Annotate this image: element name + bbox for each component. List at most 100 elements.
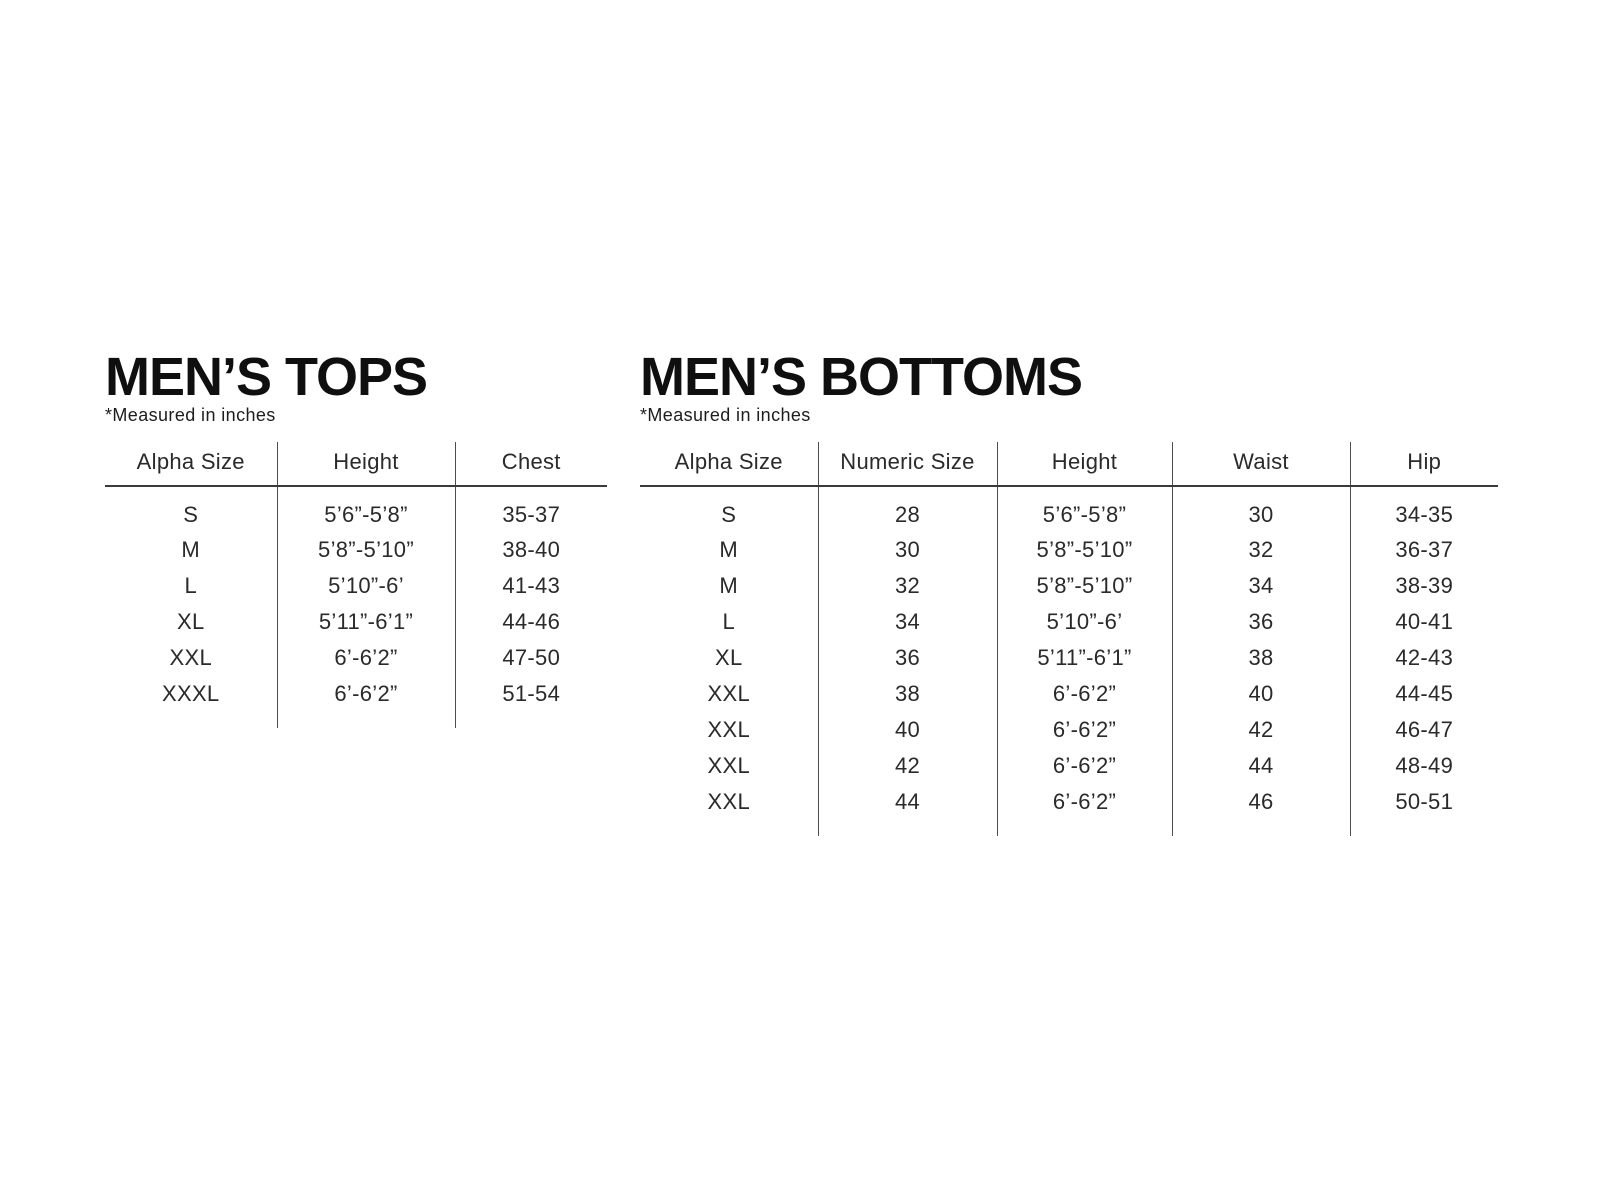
tops-table-cell: 41-43 — [454, 568, 607, 604]
bottoms-table-row: XXL 42 6’-6’2” 44 48-49 — [640, 748, 1498, 784]
tops-table-row: S 5’6”-5’8” 35-37 — [105, 486, 607, 532]
bottoms-table-cell: 40 — [817, 712, 997, 748]
bottoms-table-cell: M — [719, 573, 739, 598]
bottoms-table-cell: 32 — [1171, 532, 1350, 568]
tops-table-row: XL 5’11”-6’1” 44-46 — [105, 604, 607, 640]
tops-table-row: XXL 6’-6’2” 47-50 — [105, 640, 607, 676]
bottoms-table-cell: 48-49 — [1349, 748, 1498, 784]
bottoms-table-cell: 34 — [1171, 568, 1350, 604]
mens-tops-table: Alpha Size Height Chest S 5’6”-5’8” 35-37 M 5’… — [105, 442, 607, 728]
bottoms-table-cell: 36-37 — [1349, 532, 1498, 568]
bottoms-table-cell: 30 — [1171, 486, 1350, 532]
bottoms-table-cell: 34 — [817, 604, 997, 640]
bottoms-table-cell: 44-45 — [1349, 676, 1498, 712]
bottoms-table-cell: 5’8”-5’10” — [996, 532, 1172, 568]
mens-tops-title: MEN’S TOPS — [105, 347, 428, 407]
bottoms-table-cell: L — [722, 609, 736, 634]
bottoms-table-row: L 34 5’10”-6’ 36 40-41 — [640, 604, 1498, 640]
tops-table-cell: 51-54 — [454, 676, 607, 712]
tops-table-cell: S — [183, 501, 199, 527]
bottoms-table-cell: 5’8”-5’10” — [996, 568, 1172, 604]
bottoms-table-cell: 44 — [817, 784, 997, 820]
mens-bottoms-panel: MEN’S BOTTOMS *Measured in inches Alpha … — [640, 347, 1498, 836]
bottoms-table-cell: M — [719, 537, 739, 562]
tops-table-cell: L — [184, 573, 198, 598]
tops-table-cell: 5’10”-6’ — [276, 568, 455, 604]
tops-table-row: M 5’8”-5’10” 38-40 — [105, 532, 607, 568]
tops-table-cell: 6’-6’2” — [276, 640, 455, 676]
bottoms-table-cell: 36 — [1171, 604, 1350, 640]
bottoms-spacer-cell — [1349, 820, 1498, 836]
tops-table-cell: 44-46 — [454, 604, 607, 640]
bottoms-spacer-cell — [817, 820, 997, 836]
tops-spacer-cell — [454, 712, 607, 728]
tops-table-cell: 35-37 — [454, 486, 607, 532]
bottoms-table-cell: 44 — [1171, 748, 1350, 784]
bottoms-table-cell: 5’6”-5’8” — [996, 486, 1172, 532]
mens-tops-header-row: Alpha Size Height Chest — [105, 442, 607, 487]
bottoms-table-cell: XXL — [707, 717, 750, 742]
bottoms-table-row: XXL 44 6’-6’2” 46 50-51 — [640, 784, 1498, 820]
bottoms-column-header: Height — [996, 442, 1172, 487]
tops-table-row: L 5’10”-6’ 41-43 — [105, 568, 607, 604]
bottoms-table-row: M 32 5’8”-5’10” 34 38-39 — [640, 568, 1498, 604]
bottoms-table-cell: 5’10”-6’ — [996, 604, 1172, 640]
tops-spacer-cell — [276, 712, 455, 728]
mens-bottoms-table: Alpha Size Numeric Size Height Waist Hip S 28… — [640, 442, 1498, 836]
bottoms-spacer-cell — [640, 820, 818, 836]
tops-table-cell: M — [181, 537, 201, 562]
tops-column-header: Chest — [454, 442, 607, 487]
bottoms-table-row: XXL 40 6’-6’2” 42 46-47 — [640, 712, 1498, 748]
tops-table-cell: 6’-6’2” — [276, 676, 455, 712]
bottoms-column-header: Numeric Size — [817, 442, 997, 487]
mens-bottoms-note: *Measured in inches — [640, 405, 811, 425]
bottoms-table-cell: 38 — [1171, 640, 1350, 676]
bottoms-table-row: M 30 5’8”-5’10” 32 36-37 — [640, 532, 1498, 568]
bottoms-table-cell: 32 — [817, 568, 997, 604]
bottoms-spacer-row — [640, 820, 1498, 836]
mens-bottoms-body: S 28 5’6”-5’8” 30 34-35 M 30 5’8”-5’10” 32 36-37 M… — [640, 486, 1498, 836]
bottoms-spacer-cell — [1171, 820, 1350, 836]
mens-tops-body: S 5’6”-5’8” 35-37 M 5’8”-5’10” 38-40 L 5’10”-6’… — [105, 486, 607, 728]
bottoms-table-cell: XL — [714, 645, 743, 670]
tops-column-header: Alpha Size — [105, 442, 277, 487]
tops-table-cell: 47-50 — [454, 640, 607, 676]
tops-spacer-row — [105, 712, 607, 728]
bottoms-column-header: Waist — [1171, 442, 1350, 487]
mens-tops-note: *Measured in inches — [105, 405, 276, 425]
bottoms-table-cell: 42 — [1171, 712, 1350, 748]
tops-table-cell: 5’8”-5’10” — [276, 532, 455, 568]
bottoms-table-cell: 42-43 — [1349, 640, 1498, 676]
bottoms-table-cell: XXL — [707, 789, 750, 814]
tops-table-row: XXXL 6’-6’2” 51-54 — [105, 676, 607, 712]
bottoms-column-header: Hip — [1349, 442, 1498, 487]
tops-table-cell: XXXL — [162, 681, 220, 706]
bottoms-table-cell: 36 — [817, 640, 997, 676]
bottoms-table-cell: S — [721, 501, 737, 527]
bottoms-table-cell: 28 — [817, 486, 997, 532]
bottoms-table-cell: 40 — [1171, 676, 1350, 712]
tops-column-header: Height — [276, 442, 455, 487]
tops-table-cell: XL — [176, 609, 205, 634]
bottoms-table-cell: 34-35 — [1349, 486, 1498, 532]
mens-bottoms-title: MEN’S BOTTOMS — [640, 347, 1083, 407]
bottoms-table-cell: 6’-6’2” — [996, 712, 1172, 748]
bottoms-table-cell: XXL — [707, 753, 750, 778]
mens-bottoms-header-row: Alpha Size Numeric Size Height Waist Hip — [640, 442, 1498, 487]
bottoms-table-cell: 42 — [817, 748, 997, 784]
bottoms-table-row: XXL 38 6’-6’2” 40 44-45 — [640, 676, 1498, 712]
bottoms-table-cell: 6’-6’2” — [996, 784, 1172, 820]
bottoms-table-row: XL 36 5’11”-6’1” 38 42-43 — [640, 640, 1498, 676]
bottoms-table-cell: 46-47 — [1349, 712, 1498, 748]
bottoms-table-cell: 30 — [817, 532, 997, 568]
tops-table-cell: 5’11”-6’1” — [276, 604, 455, 640]
bottoms-table-cell: 5’11”-6’1” — [996, 640, 1172, 676]
bottoms-column-header: Alpha Size — [640, 442, 818, 487]
bottoms-table-row: S 28 5’6”-5’8” 30 34-35 — [640, 486, 1498, 532]
tops-table-cell: 5’6”-5’8” — [276, 486, 455, 532]
tops-table-cell: 38-40 — [454, 532, 607, 568]
bottoms-table-cell: 46 — [1171, 784, 1350, 820]
bottoms-table-cell: XXL — [707, 681, 750, 706]
bottoms-table-cell: 38-39 — [1349, 568, 1498, 604]
mens-tops-panel: MEN’S TOPS *Measured in inches Alpha Siz… — [105, 347, 607, 728]
